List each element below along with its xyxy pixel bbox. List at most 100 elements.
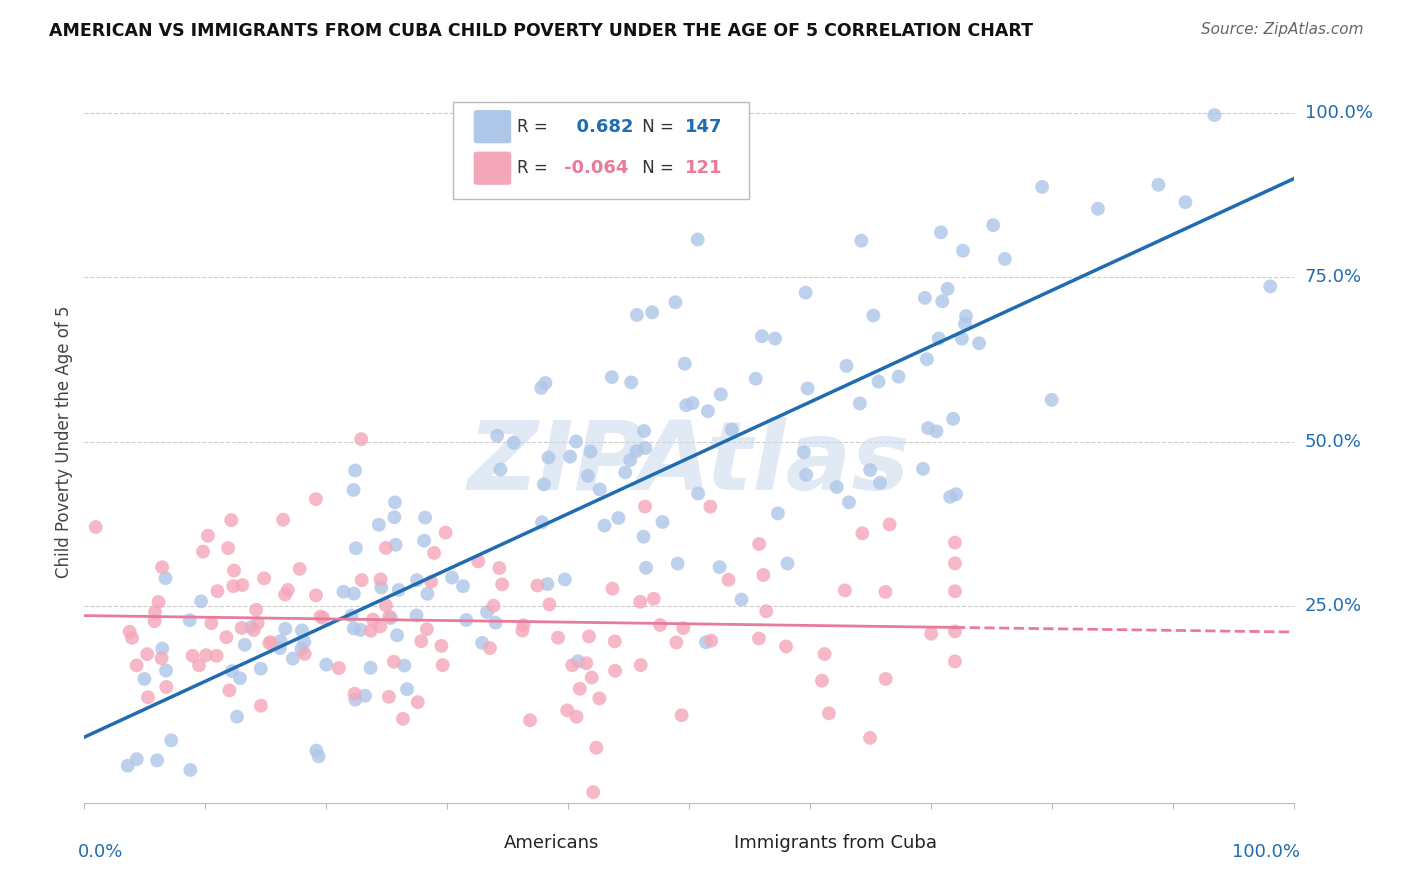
Point — [484, 615, 506, 630]
Point — [939, 490, 962, 504]
Point — [344, 541, 367, 556]
Point — [619, 453, 641, 467]
Point — [1204, 108, 1226, 122]
Point — [305, 588, 328, 602]
Point — [382, 510, 405, 524]
Point — [249, 662, 271, 676]
Point — [1031, 180, 1053, 194]
Point — [634, 560, 657, 574]
Point — [1040, 392, 1063, 407]
Point — [360, 661, 382, 675]
Point — [582, 785, 605, 799]
Point — [181, 648, 204, 663]
Point — [614, 466, 637, 480]
Point — [952, 244, 974, 258]
Point — [290, 642, 312, 657]
Point — [190, 594, 212, 608]
Point — [671, 708, 693, 723]
Point — [420, 574, 443, 589]
Point — [633, 424, 655, 438]
FancyBboxPatch shape — [474, 110, 512, 144]
Point — [928, 331, 950, 345]
Point — [250, 698, 273, 713]
Point — [305, 744, 328, 758]
Point — [751, 329, 773, 343]
Point — [589, 483, 612, 497]
Text: 100.0%: 100.0% — [1232, 843, 1299, 861]
Point — [312, 611, 335, 625]
Point — [125, 658, 148, 673]
Point — [294, 647, 316, 661]
Point — [382, 655, 405, 669]
Point — [555, 703, 578, 717]
Point — [502, 435, 524, 450]
Point — [664, 295, 686, 310]
Point — [222, 579, 245, 593]
Point — [943, 624, 966, 639]
Point — [633, 530, 655, 544]
Point — [603, 664, 626, 678]
Point — [360, 624, 382, 638]
Point — [643, 591, 665, 606]
Point — [406, 573, 429, 587]
Point — [125, 752, 148, 766]
Point — [709, 560, 731, 574]
Point — [834, 583, 856, 598]
Point — [925, 425, 948, 439]
Point — [859, 463, 882, 477]
Point — [395, 682, 418, 697]
Point — [205, 648, 228, 663]
Point — [955, 309, 977, 323]
Point — [994, 252, 1017, 266]
Text: 0.0%: 0.0% — [79, 843, 124, 861]
Point — [875, 585, 897, 599]
Point — [406, 695, 429, 709]
Point — [875, 672, 897, 686]
Point — [620, 376, 643, 390]
Point — [950, 332, 973, 346]
Point — [748, 632, 770, 646]
Point — [246, 615, 269, 630]
Point — [796, 381, 818, 395]
Point — [432, 658, 454, 673]
FancyBboxPatch shape — [453, 102, 749, 200]
Point — [416, 587, 439, 601]
Point — [328, 661, 350, 675]
Point — [239, 620, 262, 634]
Point — [350, 573, 373, 587]
Point — [748, 537, 770, 551]
Point — [245, 603, 267, 617]
Point — [413, 533, 436, 548]
Point — [143, 614, 166, 628]
Point — [917, 421, 939, 435]
Point — [195, 648, 218, 663]
Point — [682, 396, 704, 410]
Point — [221, 664, 243, 678]
Point — [688, 486, 710, 500]
Point — [775, 640, 797, 654]
Point — [374, 541, 396, 555]
Point — [1174, 195, 1197, 210]
Point — [281, 651, 304, 665]
Point — [648, 618, 671, 632]
Point — [628, 595, 651, 609]
Point — [150, 641, 173, 656]
Point — [375, 599, 398, 613]
Point — [215, 630, 238, 644]
Point — [602, 582, 624, 596]
Text: Source: ZipAtlas.com: Source: ZipAtlas.com — [1201, 22, 1364, 37]
Point — [943, 557, 966, 571]
Point — [607, 511, 630, 525]
Point — [581, 671, 603, 685]
Point — [434, 525, 457, 540]
Point — [489, 462, 512, 476]
Text: 100.0%: 100.0% — [1305, 104, 1372, 122]
Point — [630, 658, 652, 673]
Point — [416, 622, 439, 636]
Point — [342, 483, 364, 497]
Point — [242, 623, 264, 637]
Point — [361, 613, 384, 627]
Point — [755, 604, 778, 618]
Point — [340, 608, 363, 623]
Point — [344, 463, 367, 477]
